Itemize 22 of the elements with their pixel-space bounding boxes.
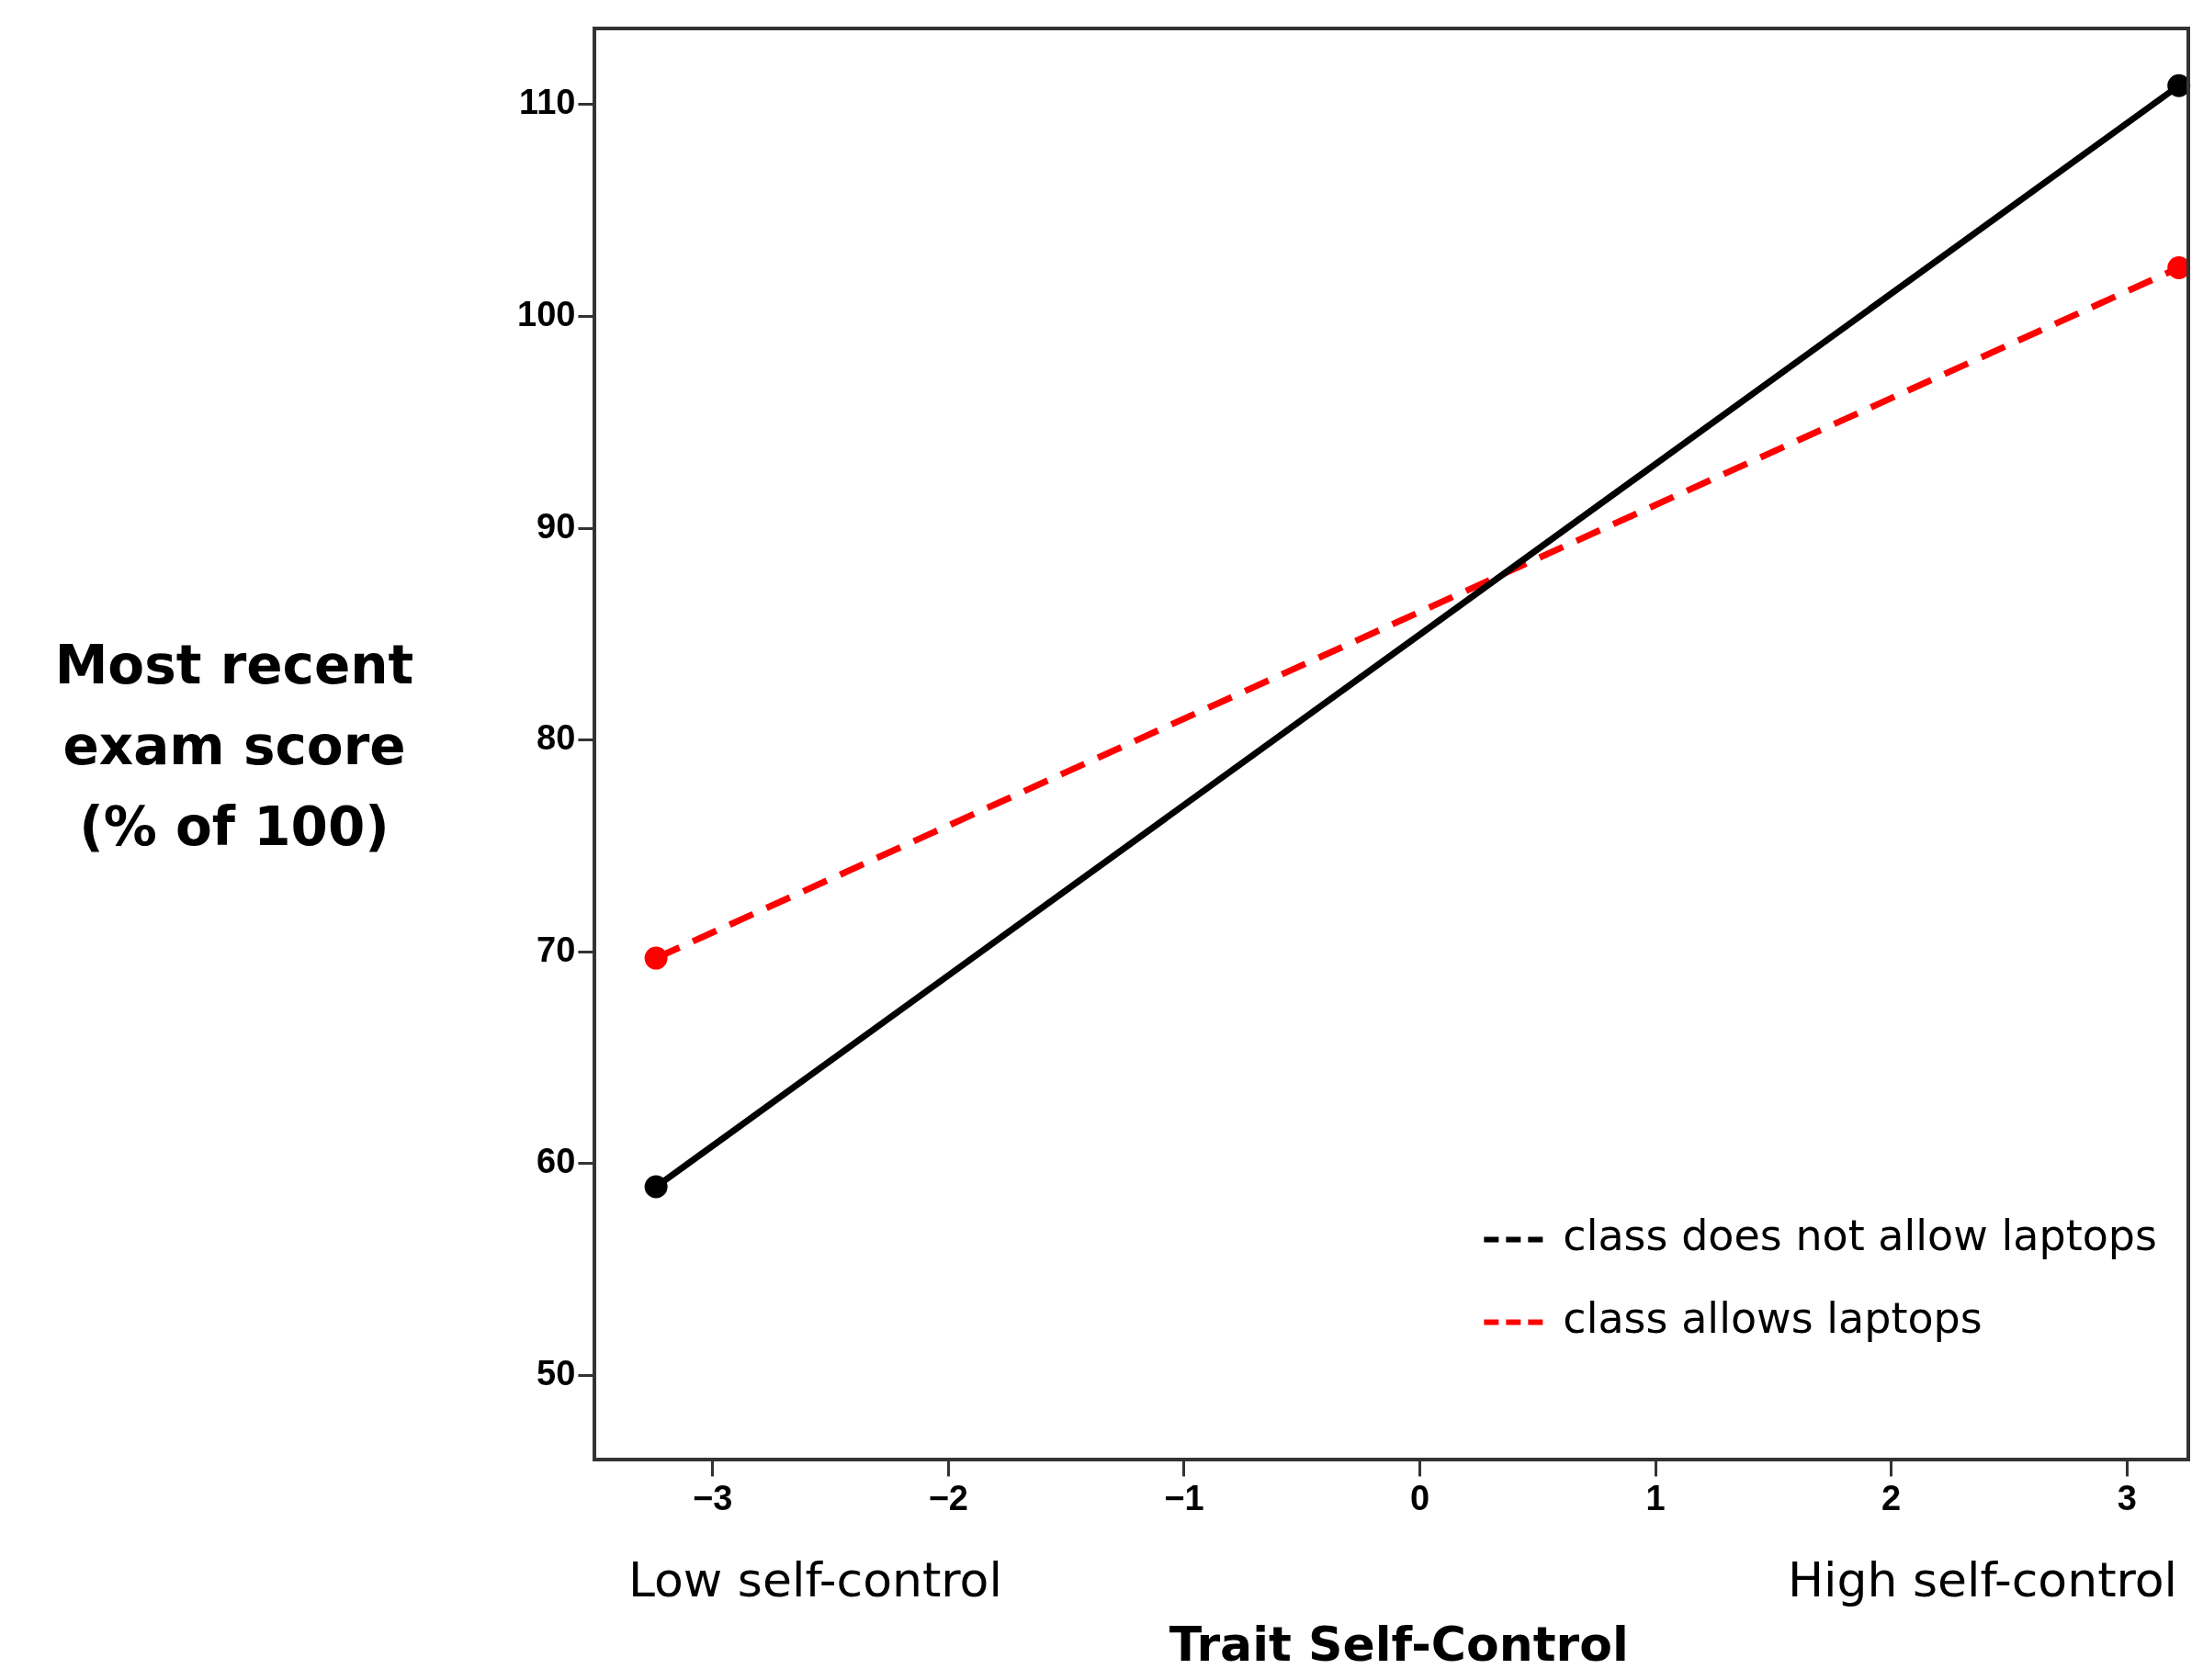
point: [644, 1175, 668, 1199]
y-tick-label: 80: [537, 718, 576, 758]
y-tick-label: 70: [537, 930, 576, 969]
y-tick-label: 110: [519, 83, 576, 122]
x-tick-label: −3: [693, 1478, 733, 1517]
text: High self-control: [1787, 1552, 2178, 1607]
point: [644, 946, 668, 970]
x-axis-title: Trait Self-Control: [1169, 1617, 1629, 1672]
y-tick-label: 60: [537, 1142, 576, 1181]
x-tick-label: −2: [928, 1478, 968, 1517]
y-tick-label: 50: [537, 1353, 576, 1392]
legend-label: class does not allow laptops: [1563, 1211, 2158, 1261]
text: Low self-control: [627, 1552, 1002, 1607]
y-axis-title: Most recent exam score (% of 100): [53, 633, 415, 860]
x-tick-label: 0: [1409, 1478, 1430, 1517]
x-tick-label: −1: [1164, 1478, 1204, 1517]
legend-label: class allows laptops: [1563, 1293, 1983, 1344]
y-tick-label: 90: [537, 506, 576, 546]
y-tick-label: 100: [517, 295, 576, 334]
x-tick-label: 2: [1881, 1478, 1902, 1517]
x-tick-label: 3: [2117, 1478, 2137, 1517]
x-tick-label: 1: [1645, 1478, 1666, 1517]
